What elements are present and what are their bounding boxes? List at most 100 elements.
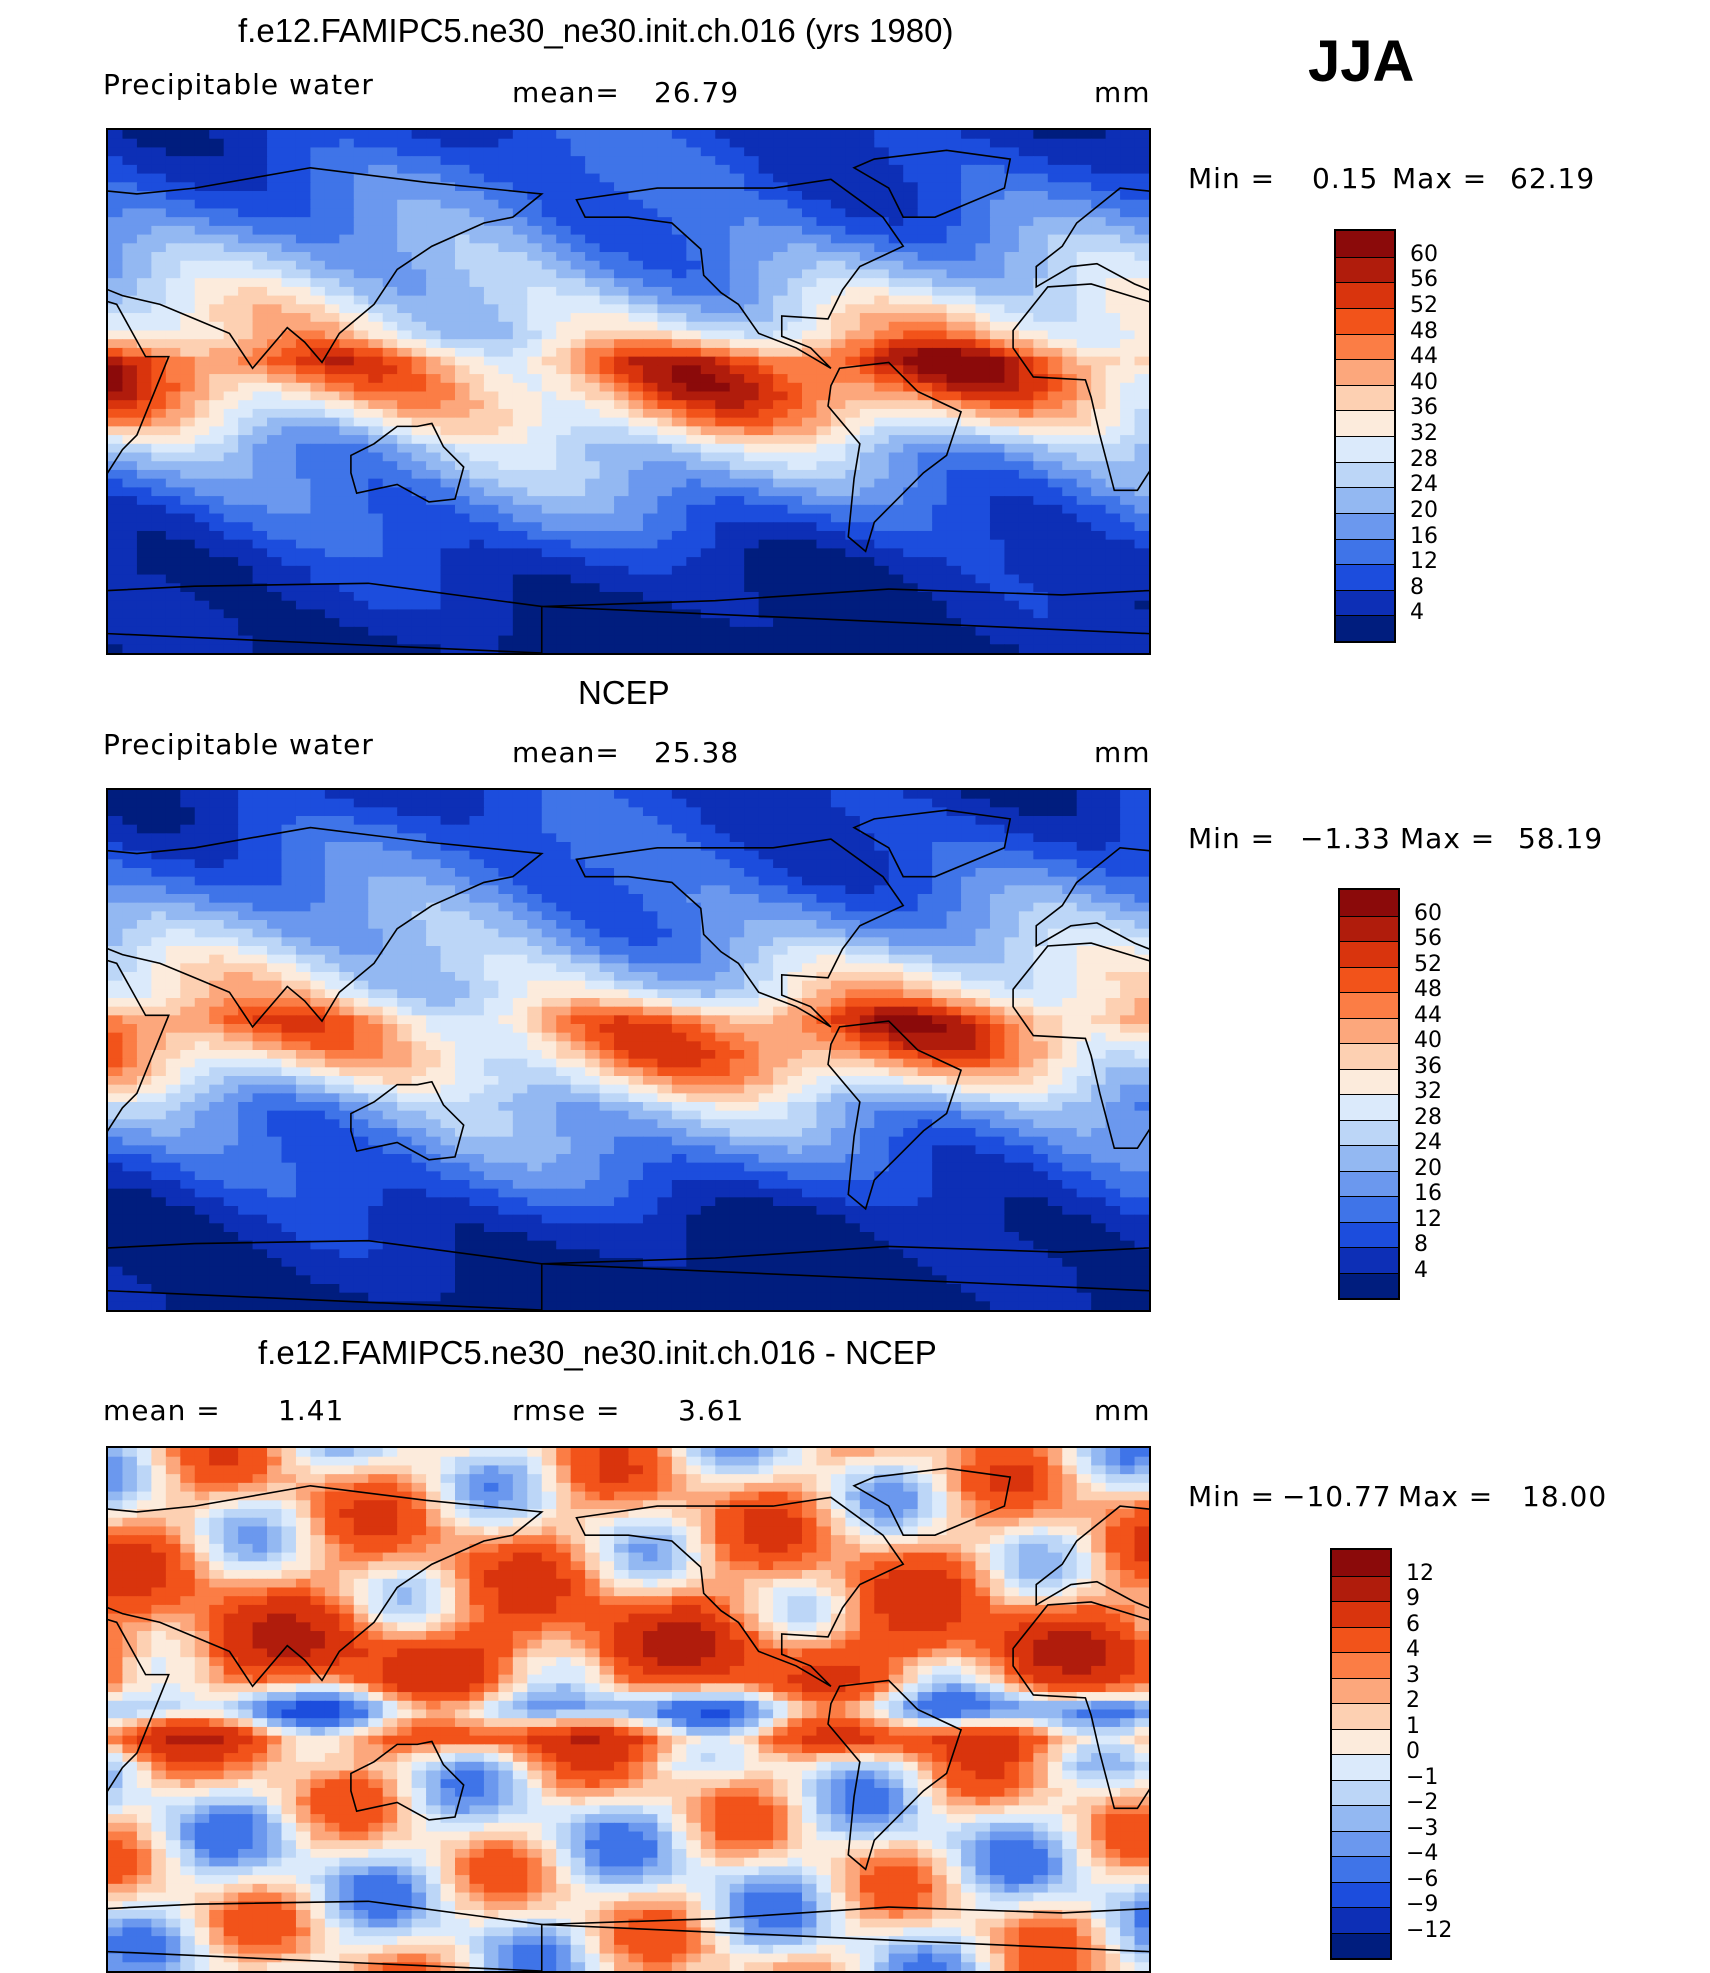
map-cell <box>108 487 123 496</box>
map-cell <box>1135 807 1149 816</box>
map-cell <box>816 842 831 851</box>
map-cell <box>1120 540 1135 549</box>
map-cell <box>860 842 875 851</box>
map-cell <box>715 833 730 842</box>
map-cell <box>137 165 152 174</box>
map-cell <box>585 609 600 618</box>
map-cell <box>122 418 137 427</box>
map-cell <box>513 322 528 331</box>
map-cell <box>412 514 427 523</box>
map-cell <box>788 130 803 139</box>
map-cell <box>412 217 427 226</box>
map-cell <box>874 609 889 618</box>
map-cell <box>1062 799 1077 808</box>
map-cell <box>773 522 788 531</box>
map-cell <box>1019 825 1034 834</box>
map-cell <box>325 304 340 313</box>
map-cell <box>976 825 991 834</box>
map-cell <box>701 583 716 592</box>
map-cell <box>845 296 860 305</box>
map-cell <box>498 522 513 531</box>
map-cell <box>759 252 774 261</box>
map-cell <box>643 618 658 627</box>
map-cell <box>845 330 860 339</box>
map-cell <box>441 540 456 549</box>
map-cell <box>108 609 123 618</box>
map-cell <box>498 348 513 357</box>
map-cell <box>1077 365 1092 374</box>
map-cell <box>556 644 571 653</box>
map-cell <box>773 601 788 610</box>
map-cell <box>1106 130 1121 139</box>
map-cell <box>325 139 340 148</box>
map-cell <box>426 130 441 139</box>
map-cell <box>498 514 513 523</box>
map-cell <box>1004 816 1019 825</box>
map-cell <box>1120 842 1135 851</box>
map-cell <box>657 330 672 339</box>
map-cell <box>354 182 369 191</box>
map-cell <box>600 130 615 139</box>
map-cell <box>961 418 976 427</box>
map-cell <box>137 644 152 653</box>
map-cell <box>1048 400 1063 409</box>
map-cell <box>469 644 484 653</box>
map-cell <box>224 548 239 557</box>
map-cell <box>354 217 369 226</box>
map-cell <box>802 548 817 557</box>
map-cell <box>325 807 340 816</box>
map-cell <box>108 243 123 252</box>
map-cell <box>469 548 484 557</box>
map-cell <box>397 235 412 244</box>
map-cell <box>701 453 716 462</box>
map-cell <box>368 217 383 226</box>
map-cell <box>1091 182 1106 191</box>
map-cell <box>629 566 644 575</box>
map-cell <box>1062 531 1077 540</box>
map-cell <box>860 217 875 226</box>
map-cell <box>961 453 976 462</box>
map-cell <box>441 269 456 278</box>
map-cell <box>527 807 542 816</box>
map-cell <box>296 182 311 191</box>
map-cell <box>238 182 253 191</box>
map-cell <box>195 200 210 209</box>
map-cell <box>629 601 644 610</box>
map-cell <box>469 156 484 165</box>
map-cell <box>137 566 152 575</box>
map-cell <box>1019 322 1034 331</box>
map-cell <box>976 409 991 418</box>
map-cell <box>354 851 369 860</box>
map-cell <box>802 851 817 860</box>
map-cell <box>151 182 166 191</box>
map-cell <box>527 522 542 531</box>
map-cell <box>484 287 499 296</box>
map-cell <box>542 807 557 816</box>
map-cell <box>339 357 354 366</box>
map-cell <box>267 566 282 575</box>
map-cell <box>1062 357 1077 366</box>
map-cell <box>267 470 282 479</box>
map-cell <box>686 252 701 261</box>
map-cell <box>759 235 774 244</box>
map-cell <box>166 208 181 217</box>
map-cell <box>903 566 918 575</box>
map-cell <box>397 208 412 217</box>
map-cell <box>354 322 369 331</box>
map-cell <box>643 226 658 235</box>
map-cell <box>657 833 672 842</box>
map-cell <box>282 409 297 418</box>
map-cell <box>701 618 716 627</box>
map-cell <box>759 548 774 557</box>
map-cell <box>860 296 875 305</box>
map-cell <box>845 644 860 653</box>
map-cell <box>730 531 745 540</box>
map-cell <box>151 130 166 139</box>
map-cell <box>137 365 152 374</box>
map-cell <box>874 278 889 287</box>
map-cell <box>441 208 456 217</box>
map-cell <box>397 217 412 226</box>
map-cell <box>629 444 644 453</box>
map-cell <box>1019 156 1034 165</box>
map-cell <box>282 540 297 549</box>
